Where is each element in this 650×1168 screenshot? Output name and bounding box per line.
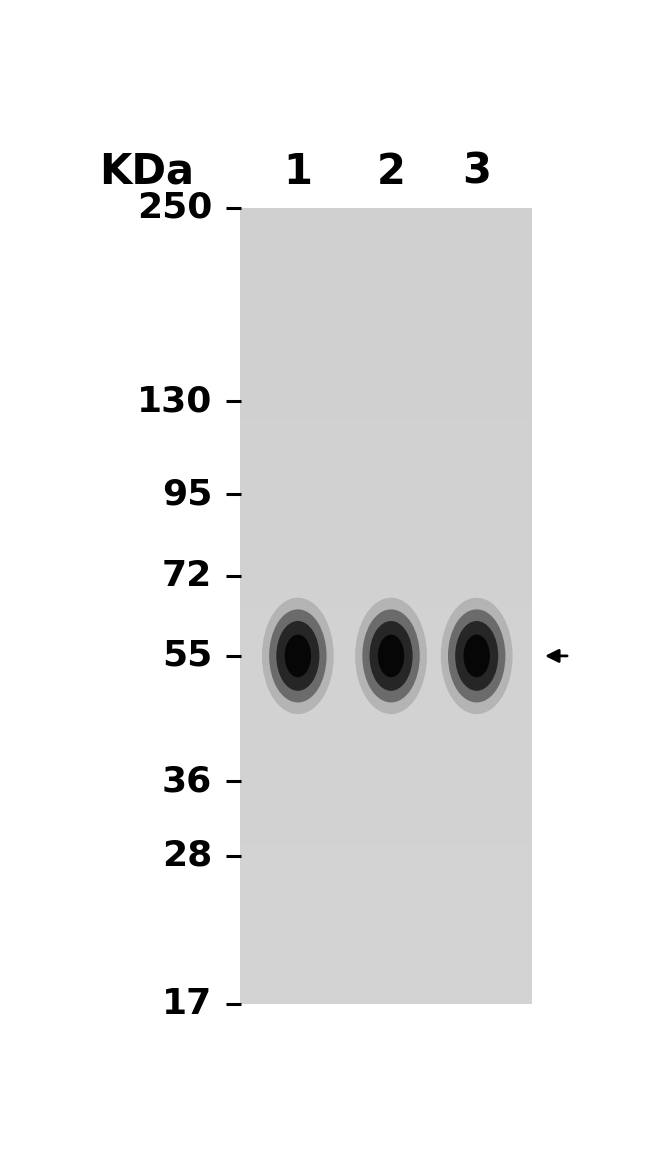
Bar <box>240 314 532 327</box>
Ellipse shape <box>276 621 319 690</box>
Ellipse shape <box>262 598 333 714</box>
Ellipse shape <box>269 610 326 702</box>
Bar <box>240 513 532 526</box>
Bar <box>240 832 532 844</box>
Bar <box>240 419 532 433</box>
Bar <box>240 486 532 500</box>
Bar <box>240 632 532 646</box>
Bar <box>240 990 532 1003</box>
Ellipse shape <box>448 610 506 702</box>
Ellipse shape <box>369 621 413 690</box>
Text: 36: 36 <box>162 764 212 799</box>
Ellipse shape <box>463 634 490 677</box>
Bar <box>240 871 532 884</box>
Bar <box>240 738 532 751</box>
Bar <box>240 565 532 579</box>
Bar <box>240 592 532 605</box>
Bar <box>240 354 532 367</box>
Bar <box>240 725 532 738</box>
Bar <box>240 711 532 725</box>
Bar <box>240 260 532 274</box>
Bar <box>240 287 532 300</box>
Ellipse shape <box>455 621 499 690</box>
Bar <box>240 446 532 460</box>
Bar <box>240 911 532 924</box>
Bar <box>240 791 532 805</box>
Bar <box>240 367 532 380</box>
Text: 130: 130 <box>137 384 212 418</box>
Bar <box>240 884 532 897</box>
Bar <box>240 619 532 632</box>
Bar <box>240 380 532 394</box>
Bar <box>240 300 532 314</box>
Text: 250: 250 <box>137 190 212 224</box>
Text: 3: 3 <box>462 151 491 193</box>
Bar <box>240 818 532 832</box>
Bar <box>240 897 532 911</box>
Bar <box>240 433 532 446</box>
Bar <box>240 406 532 419</box>
Bar <box>240 778 532 791</box>
Bar <box>240 646 532 659</box>
Bar <box>240 340 532 354</box>
Bar <box>240 540 532 552</box>
Bar <box>240 579 532 592</box>
Bar <box>240 844 532 857</box>
Bar <box>240 274 532 287</box>
Text: 17: 17 <box>162 987 212 1021</box>
Bar <box>240 659 532 672</box>
Ellipse shape <box>441 598 513 714</box>
Bar <box>240 964 532 976</box>
Bar <box>240 526 532 540</box>
Text: KDa: KDa <box>99 151 194 193</box>
Ellipse shape <box>378 634 404 677</box>
Bar <box>240 394 532 406</box>
Bar <box>240 686 532 698</box>
Bar <box>240 805 532 818</box>
Text: 72: 72 <box>162 559 212 593</box>
Ellipse shape <box>362 610 420 702</box>
Bar <box>240 234 532 248</box>
Bar <box>240 976 532 990</box>
Bar <box>240 208 532 221</box>
Bar <box>240 460 532 473</box>
Bar <box>240 951 532 964</box>
Bar <box>240 672 532 686</box>
Bar <box>240 221 532 234</box>
Text: 1: 1 <box>283 151 313 193</box>
Bar <box>240 698 532 711</box>
Bar <box>240 248 532 260</box>
Bar <box>240 473 532 486</box>
Bar <box>240 552 532 565</box>
Text: 28: 28 <box>162 839 212 872</box>
Text: 2: 2 <box>376 151 406 193</box>
Bar <box>240 751 532 765</box>
Ellipse shape <box>355 598 427 714</box>
Bar <box>240 857 532 871</box>
Bar <box>240 937 532 951</box>
Bar <box>240 765 532 778</box>
Bar <box>240 924 532 937</box>
Text: 95: 95 <box>162 477 212 512</box>
Ellipse shape <box>285 634 311 677</box>
Bar <box>240 500 532 513</box>
Bar <box>240 208 532 1003</box>
Bar <box>240 605 532 619</box>
Text: 55: 55 <box>162 639 212 673</box>
Bar <box>240 327 532 340</box>
